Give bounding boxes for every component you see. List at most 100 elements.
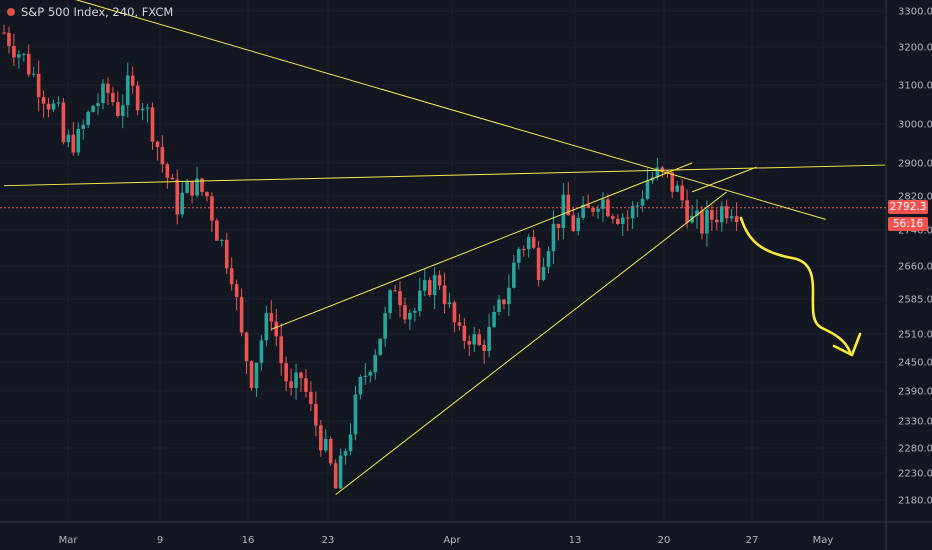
candle-body: [175, 179, 180, 215]
candle-body: [254, 362, 259, 389]
candle-body: [299, 372, 303, 379]
candle-body: [487, 326, 491, 352]
candle-body: [586, 204, 590, 208]
x-tick-label: 20: [658, 535, 671, 546]
candle-body: [561, 194, 566, 229]
candle-body: [185, 181, 189, 193]
candle-body: [284, 363, 288, 382]
candle-body: [541, 266, 546, 281]
trendline-4: [335, 191, 728, 495]
candle-body: [581, 204, 585, 218]
candle-body: [467, 340, 472, 345]
candle-body: [625, 217, 630, 219]
candle-body: [17, 54, 21, 58]
candle-body: [12, 46, 16, 58]
candle-body: [319, 425, 323, 451]
candle-body: [224, 239, 229, 269]
candle-body: [536, 247, 541, 281]
candle-body: [56, 102, 61, 104]
candle-body: [517, 249, 521, 263]
candle-body: [705, 210, 709, 234]
x-tick-label: May: [813, 535, 834, 546]
candle-body: [502, 299, 506, 305]
candle-body: [165, 164, 170, 178]
x-tick-label: Apr: [443, 535, 461, 546]
candle-body: [640, 198, 645, 206]
candle-body: [695, 210, 699, 216]
y-tick-label: 2450.0: [898, 358, 932, 369]
candle-body: [333, 463, 338, 489]
candle-body: [71, 134, 76, 153]
candle-body: [477, 334, 481, 345]
candle-body: [140, 108, 145, 111]
y-tick-label: 2900.0: [898, 159, 932, 170]
candle-body: [630, 205, 635, 219]
candle-body: [220, 239, 224, 241]
candle-body: [111, 92, 115, 103]
candle-body: [576, 217, 580, 232]
candle-body: [205, 192, 209, 197]
candle-body: [125, 75, 130, 106]
candle-body: [61, 102, 66, 143]
y-tick-label: 3300.0: [898, 7, 932, 18]
y-tick-label: 3100.0: [898, 81, 932, 92]
candle-body: [116, 102, 120, 116]
candle-body: [353, 394, 358, 435]
candle-body: [507, 287, 511, 305]
candle-body: [22, 53, 26, 55]
candle-body: [432, 275, 437, 296]
candle-body: [660, 167, 665, 171]
y-tick-label: 2660.0: [898, 262, 932, 273]
candle-body: [437, 275, 442, 286]
candle-body: [338, 455, 343, 489]
status-dot-icon: [7, 8, 15, 16]
candle-body: [135, 85, 140, 111]
candle-body: [41, 97, 46, 104]
x-tick-label: 23: [322, 535, 335, 546]
x-tick-label: Mar: [59, 535, 79, 546]
symbol-legend: S&P 500 Index, 240, FXCM: [7, 5, 173, 19]
candle-body: [616, 218, 620, 224]
candle-body: [675, 185, 679, 192]
candle-body: [710, 210, 714, 220]
y-tick-label: 3200.0: [898, 43, 932, 54]
candle-body: [566, 194, 571, 216]
candle-body: [244, 332, 249, 362]
candle-body: [210, 196, 214, 221]
candle-body: [259, 340, 264, 363]
candle-body: [734, 216, 739, 223]
symbol-title: S&P 500 Index, 240, FXCM: [21, 5, 174, 19]
candle-body: [96, 103, 100, 106]
candle-body: [150, 107, 155, 142]
candle-body: [571, 215, 576, 232]
y-tick-label: 2820.0: [898, 192, 932, 203]
y-tick-label: 2180.0: [898, 496, 932, 507]
candle-body: [358, 376, 363, 395]
candle-body: [526, 236, 531, 250]
candle-body: [611, 216, 615, 219]
candle-body: [239, 296, 244, 333]
candle-body: [155, 141, 160, 148]
candle-body: [715, 219, 719, 223]
y-tick-label: 2510.0: [898, 330, 932, 341]
candle-body: [685, 200, 689, 223]
candle-body: [215, 220, 219, 241]
candle-body: [7, 32, 11, 47]
y-tick-label: 3000.0: [898, 120, 932, 131]
candle-body: [274, 321, 279, 337]
candle-body: [472, 334, 477, 345]
candle-body: [422, 280, 427, 291]
candle-body: [378, 338, 382, 355]
candle-body: [729, 216, 734, 219]
candle-body: [546, 251, 551, 267]
candle-body: [195, 178, 199, 196]
candle-body: [447, 302, 452, 305]
candle-body: [398, 291, 402, 306]
y-tick-label: 2390.0: [898, 387, 932, 398]
candle-body: [497, 299, 501, 313]
candle-body: [343, 451, 348, 456]
x-tick-label: 16: [242, 535, 255, 546]
candle-body: [418, 290, 422, 311]
